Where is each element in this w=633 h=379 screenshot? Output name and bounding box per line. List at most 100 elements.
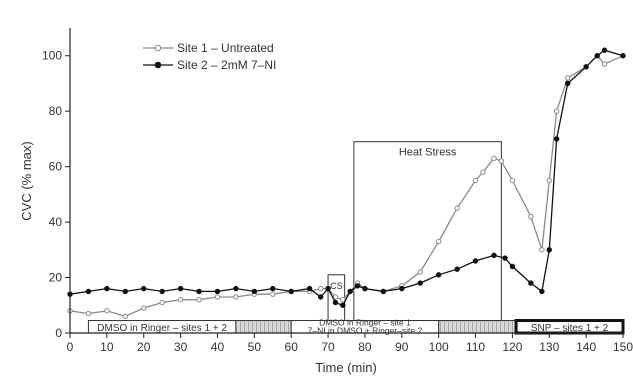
data-point	[498, 158, 505, 164]
data-point	[340, 297, 346, 303]
data-point	[553, 136, 560, 142]
series-layer	[67, 47, 626, 320]
x-tick-label: 120	[502, 340, 522, 354]
data-point	[509, 177, 516, 184]
data-point	[85, 288, 92, 295]
data-point	[288, 288, 294, 295]
x-tick-label: 40	[211, 340, 225, 354]
data-point	[491, 155, 497, 162]
data-point	[270, 291, 276, 297]
data-point	[306, 285, 313, 292]
data-point	[417, 280, 423, 286]
data-point	[539, 288, 545, 295]
data-point	[214, 288, 221, 295]
data-point	[472, 258, 479, 264]
x-tick-label: 90	[395, 340, 409, 354]
data-point	[141, 305, 147, 311]
y-tick-label: 40	[49, 215, 63, 229]
data-point	[417, 269, 423, 275]
x-tick-label: 60	[285, 340, 299, 354]
data-point	[539, 247, 545, 253]
y-tick-label: 20	[49, 271, 63, 285]
data-point	[347, 288, 353, 295]
y-tick-label: 0	[55, 326, 62, 340]
data-point	[472, 177, 479, 184]
data-point	[317, 294, 324, 300]
data-point	[332, 294, 339, 300]
x-tick-label: 100	[429, 340, 449, 354]
data-point	[565, 75, 571, 81]
series-line	[69, 54, 624, 318]
legend-marker	[154, 44, 162, 52]
data-point	[454, 266, 460, 272]
data-point	[177, 285, 184, 292]
data-point	[332, 299, 339, 306]
data-point	[340, 302, 346, 308]
data-point	[594, 53, 600, 59]
y-tick-label: 60	[49, 160, 63, 174]
data-point	[122, 288, 129, 295]
legend-marker	[154, 61, 162, 69]
data-point	[435, 272, 442, 278]
x-tick-label: 0	[67, 340, 74, 354]
protocol-segment-label: 7–NI in DMSO + Ringer–site 2	[308, 326, 423, 336]
data-point	[502, 255, 508, 261]
protocol-segment-label: SNP – sites 1 + 2	[531, 323, 609, 334]
data-point	[159, 288, 165, 295]
protocol-segment-label: DMSO in Ringer – site 1	[319, 318, 411, 328]
data-point	[354, 283, 361, 289]
data-point	[528, 280, 534, 286]
y-tick-label: 100	[42, 49, 62, 63]
protocol-segment	[235, 320, 292, 334]
y-axis-label: CVC (% max)	[19, 141, 34, 220]
x-tick-label: 30	[174, 340, 188, 354]
data-point	[317, 285, 324, 292]
annotation-label: CS	[330, 281, 343, 291]
data-point	[270, 285, 276, 292]
x-tick-label: 50	[248, 340, 262, 354]
data-point	[104, 285, 110, 292]
x-tick-label: 140	[576, 340, 596, 354]
data-point	[85, 310, 92, 317]
data-point	[601, 47, 608, 53]
legend: Site 1 – Untreated Site 2 – 2mM 7–NI	[143, 41, 276, 72]
axes: 0 10 20 30 40 50 60 70 80 90 100 110 120 130 140 150 0 20…	[42, 28, 633, 354]
x-tick-label: 20	[137, 340, 151, 354]
data-point	[491, 252, 497, 259]
data-point	[233, 285, 239, 292]
data-point	[177, 297, 184, 303]
data-point	[196, 288, 202, 295]
x-tick-label: 70	[321, 340, 335, 354]
annotation-box	[353, 141, 502, 322]
data-point	[214, 294, 221, 300]
x-tick-label: 110	[466, 340, 485, 354]
data-point	[362, 285, 368, 292]
data-point	[528, 213, 534, 220]
data-point	[159, 299, 165, 306]
x-tick-label: 80	[358, 340, 372, 354]
data-point	[565, 80, 571, 87]
x-tick-label: 150	[613, 340, 633, 354]
data-point	[104, 308, 110, 314]
x-axis-label: Time (min)	[315, 360, 377, 375]
data-point	[509, 263, 516, 270]
legend-label: Site 2 – 2mM 7–NI	[177, 58, 276, 72]
data-point	[122, 313, 129, 320]
data-point	[233, 294, 239, 300]
data-point	[553, 108, 560, 114]
annotation-label: Heat Stress	[399, 147, 457, 159]
data-point	[546, 177, 552, 184]
data-point	[196, 297, 202, 303]
data-point	[380, 288, 387, 295]
y-tick-label: 80	[49, 104, 63, 118]
legend-label: Site 1 – Untreated	[177, 41, 274, 55]
data-point	[399, 285, 405, 292]
data-point	[251, 288, 258, 295]
data-point	[480, 169, 486, 175]
data-point	[454, 205, 460, 211]
protocol-segment	[438, 320, 517, 334]
x-tick-label: 10	[100, 340, 114, 354]
data-point	[583, 64, 589, 70]
annotation-layer: Heat Stress CS	[327, 141, 502, 322]
